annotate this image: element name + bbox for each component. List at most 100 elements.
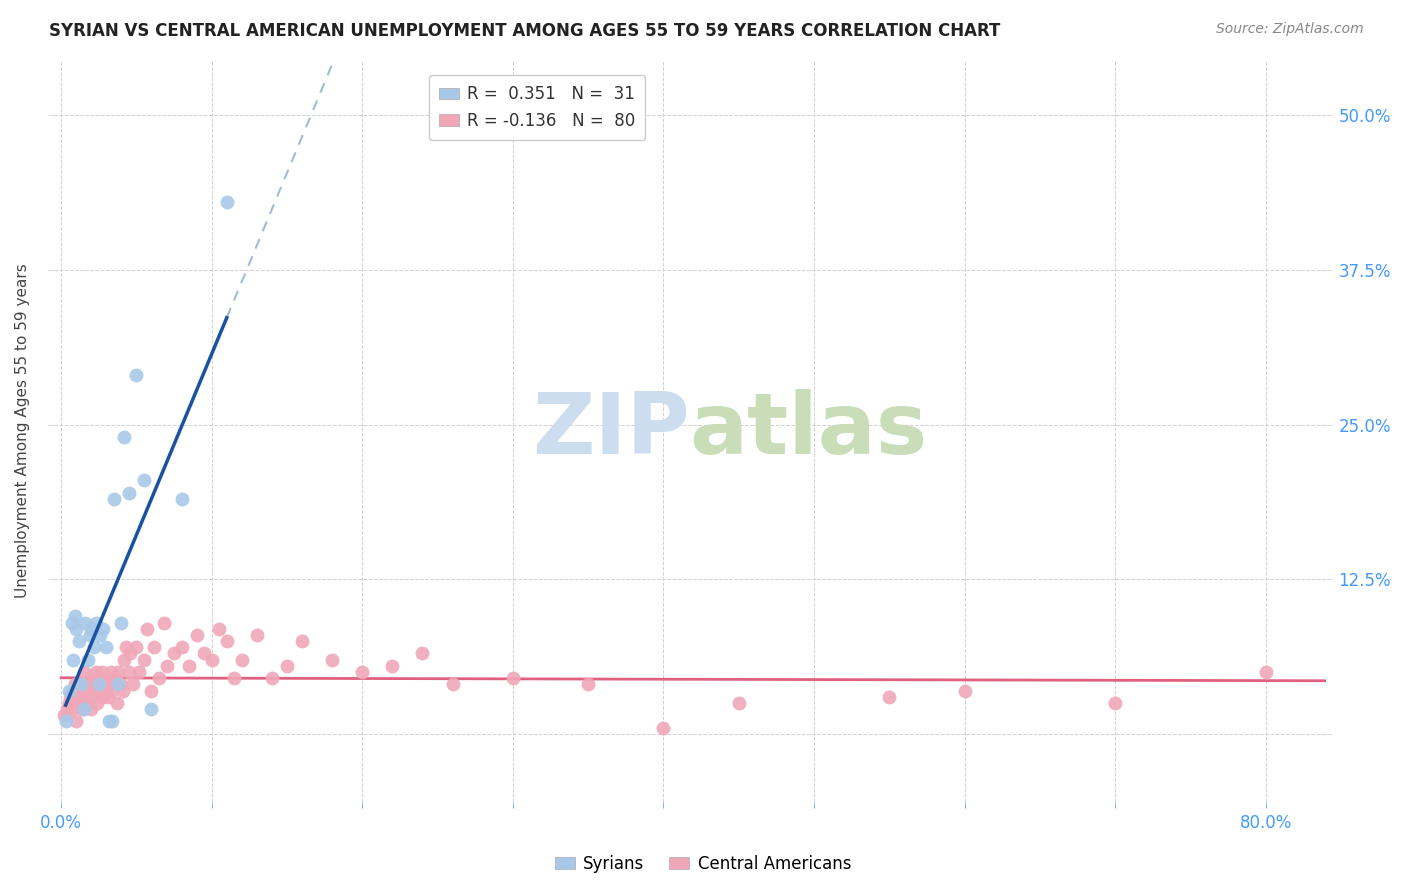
Point [101, 714, 124, 729]
Point [60, 702, 83, 716]
Point [97, 690, 120, 704]
Point [65, 622, 87, 636]
Point [652, 721, 675, 735]
Point [66, 696, 89, 710]
Point [100, 665, 122, 679]
Text: SYRIAN VS CENTRAL AMERICAN UNEMPLOYMENT AMONG AGES 55 TO 59 YEARS CORRELATION CH: SYRIAN VS CENTRAL AMERICAN UNEMPLOYMENT … [49, 22, 1001, 40]
Point [122, 677, 145, 691]
Point [208, 622, 231, 636]
Point [260, 671, 283, 685]
Point [84, 615, 107, 630]
Point [352, 665, 374, 679]
Point [73, 696, 96, 710]
Point [69, 677, 91, 691]
Point [62, 652, 84, 666]
Point [105, 696, 128, 710]
Point [103, 677, 125, 691]
Point [125, 368, 148, 382]
Point [107, 677, 129, 691]
Point [83, 640, 105, 655]
Text: Source: ZipAtlas.com: Source: ZipAtlas.com [1216, 22, 1364, 37]
Point [55, 714, 77, 729]
Point [152, 615, 174, 630]
Point [215, 194, 238, 209]
Point [411, 647, 433, 661]
Point [101, 683, 124, 698]
Point [91, 622, 114, 636]
Point [246, 628, 269, 642]
Point [120, 647, 142, 661]
Point [80, 622, 103, 636]
Legend: Syrians, Central Americans: Syrians, Central Americans [548, 848, 858, 880]
Point [80, 671, 103, 685]
Point [73, 665, 96, 679]
Point [136, 622, 159, 636]
Point [98, 714, 121, 729]
Point [291, 634, 314, 648]
Point [115, 640, 138, 655]
Point [321, 652, 343, 666]
Point [75, 615, 97, 630]
Point [148, 671, 170, 685]
Point [87, 683, 110, 698]
Point [143, 640, 166, 655]
Text: atlas: atlas [690, 389, 928, 472]
Text: ZIP: ZIP [531, 389, 690, 472]
Point [118, 665, 141, 679]
Point [1104, 696, 1126, 710]
Point [96, 640, 118, 655]
Point [1254, 665, 1277, 679]
Point [576, 677, 599, 691]
Point [276, 658, 298, 673]
Point [63, 609, 86, 624]
Point [170, 491, 193, 506]
Point [110, 615, 132, 630]
Point [103, 491, 125, 506]
Point [87, 677, 110, 691]
Point [502, 671, 524, 685]
Point [53, 708, 76, 723]
Point [155, 658, 177, 673]
Point [77, 652, 100, 666]
Point [953, 683, 976, 698]
Point [96, 671, 118, 685]
Point [441, 677, 464, 691]
Point [56, 702, 79, 716]
Point [132, 652, 155, 666]
Point [59, 690, 82, 704]
Point [73, 702, 96, 716]
Point [90, 665, 112, 679]
Point [83, 677, 105, 691]
Point [224, 671, 246, 685]
Point [877, 690, 900, 704]
Point [110, 677, 132, 691]
Y-axis label: Unemployment Among Ages 55 to 59 years: Unemployment Among Ages 55 to 59 years [15, 263, 30, 599]
Legend: R =  0.351   N =  31, R = -0.136   N =  80: R = 0.351 N = 31, R = -0.136 N = 80 [429, 75, 645, 140]
Point [67, 677, 90, 691]
Point [201, 652, 224, 666]
Point [91, 690, 114, 704]
Point [80, 702, 103, 716]
Point [84, 665, 107, 679]
Point [111, 683, 134, 698]
Point [77, 696, 100, 710]
Point [193, 647, 215, 661]
Point [58, 683, 80, 698]
Point [58, 696, 80, 710]
Point [69, 690, 91, 704]
Point [75, 690, 97, 704]
Point [186, 628, 208, 642]
Point [63, 677, 86, 691]
Point [112, 430, 135, 444]
Point [118, 485, 141, 500]
Point [107, 665, 129, 679]
Point [70, 702, 93, 716]
Point [727, 696, 749, 710]
Point [89, 677, 111, 691]
Point [62, 683, 84, 698]
Point [112, 652, 135, 666]
Point [128, 665, 150, 679]
Point [141, 683, 163, 698]
Point [141, 702, 163, 716]
Point [82, 690, 104, 704]
